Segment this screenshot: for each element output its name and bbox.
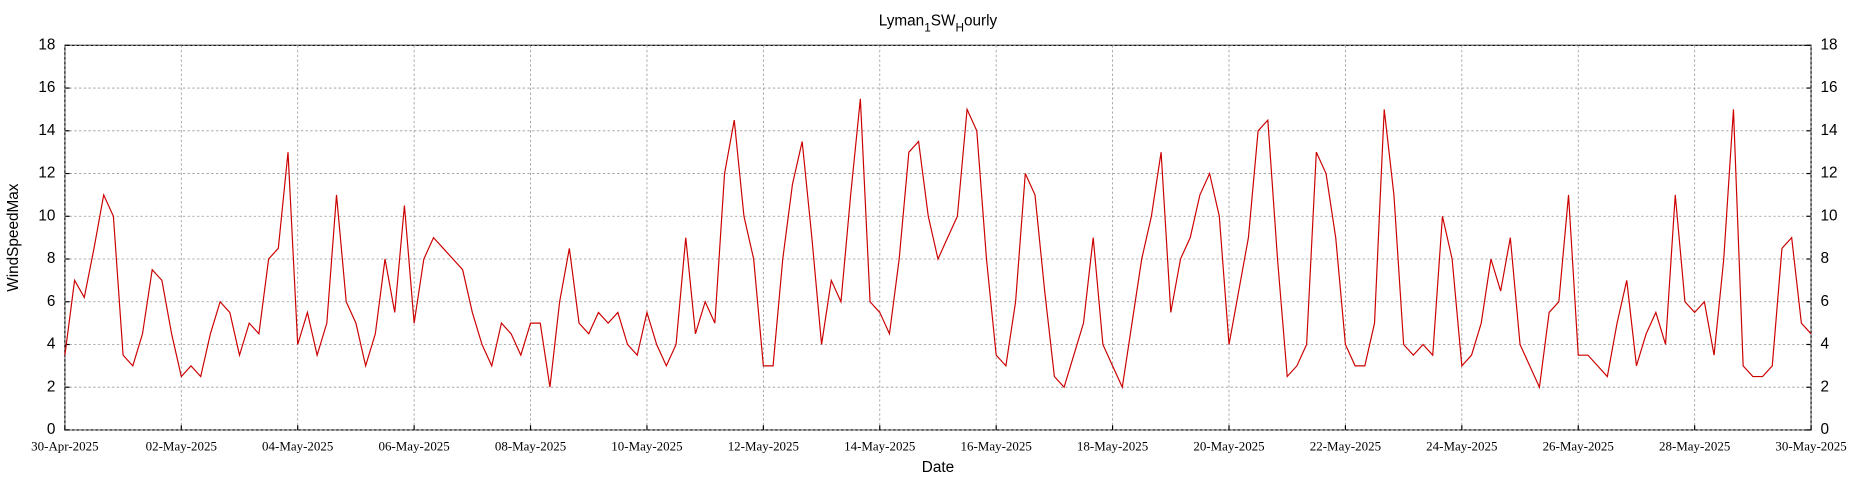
x-tick-label: 14-May-2025 [844, 439, 915, 454]
y2-tick-label: 6 [1821, 293, 1830, 310]
y-tick-label: 16 [38, 79, 55, 96]
x-tick-label: 12-May-2025 [728, 439, 799, 454]
x-tick-label: 02-May-2025 [146, 439, 217, 454]
x-tick-label: 20-May-2025 [1193, 439, 1264, 454]
x-tick-label: 10-May-2025 [611, 439, 682, 454]
data-line [64, 98, 1812, 390]
title-part: H [955, 21, 964, 34]
y2-tick-label: 0 [1821, 421, 1830, 438]
x-tick-label: 30-May-2025 [1775, 439, 1846, 454]
y2-tick-label: 4 [1821, 336, 1830, 353]
x-tick-label: 06-May-2025 [378, 439, 449, 454]
y2-tick-label: 10 [1821, 207, 1838, 224]
y2-tick-label: 14 [1821, 122, 1839, 139]
y2-tick-label: 8 [1821, 250, 1830, 267]
y-tick-label: 6 [47, 293, 56, 310]
title-part: 1 [924, 21, 931, 34]
x-tick-label: 18-May-2025 [1077, 439, 1148, 454]
y-tick-label: 8 [47, 250, 56, 267]
title-part: ourly [964, 13, 998, 30]
x-tick-label: 16-May-2025 [961, 439, 1032, 454]
chart-title: Lyman1SWHourly [879, 13, 998, 35]
x-tick-label: 24-May-2025 [1426, 439, 1497, 454]
x-tick-label: 08-May-2025 [495, 439, 566, 454]
y-tick-label: 18 [38, 36, 55, 53]
x-tick-label: 04-May-2025 [262, 439, 333, 454]
y-tick-label: 4 [47, 336, 56, 353]
y2-tick-label: 12 [1821, 165, 1838, 182]
y-tick-label: 12 [38, 165, 55, 182]
x-tick-label: 30-Apr-2025 [31, 439, 98, 454]
y2-tick-label: 16 [1821, 79, 1838, 96]
y-tick-label: 14 [38, 122, 56, 139]
y-tick-label: 2 [47, 378, 56, 395]
x-tick-label: 22-May-2025 [1310, 439, 1381, 454]
x-axis-label: Date [922, 459, 954, 476]
y-tick-label: 0 [47, 421, 56, 438]
title-part: Lyman [879, 13, 924, 30]
y-axis-label: WindSpeedMax [5, 183, 22, 292]
x-tick-label: 26-May-2025 [1543, 439, 1614, 454]
y2-tick-label: 2 [1821, 378, 1830, 395]
plot-frame [64, 44, 1812, 431]
x-tick-label: 28-May-2025 [1659, 439, 1730, 454]
y2-tick-label: 18 [1821, 36, 1838, 53]
title-part: SW [931, 13, 956, 30]
y-tick-label: 10 [38, 207, 55, 224]
